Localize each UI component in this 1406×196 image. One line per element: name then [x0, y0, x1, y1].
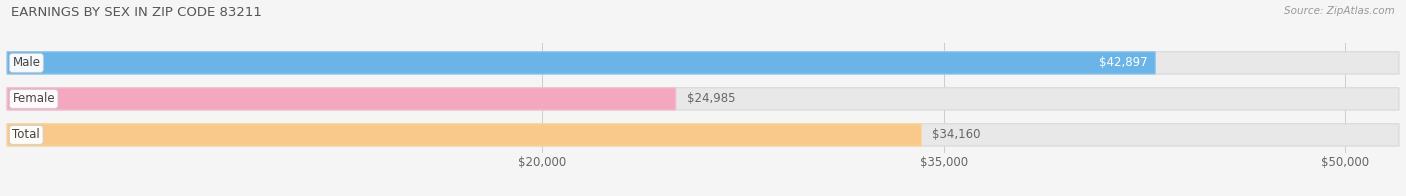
- FancyBboxPatch shape: [7, 124, 1399, 146]
- Text: $24,985: $24,985: [686, 92, 735, 105]
- Text: Total: Total: [13, 128, 41, 141]
- FancyBboxPatch shape: [7, 88, 1399, 110]
- Text: Male: Male: [13, 56, 41, 69]
- Text: EARNINGS BY SEX IN ZIP CODE 83211: EARNINGS BY SEX IN ZIP CODE 83211: [11, 6, 262, 19]
- FancyBboxPatch shape: [7, 88, 676, 110]
- Text: $42,897: $42,897: [1098, 56, 1147, 69]
- Text: $34,160: $34,160: [932, 128, 980, 141]
- Text: Female: Female: [13, 92, 55, 105]
- FancyBboxPatch shape: [7, 52, 1399, 74]
- FancyBboxPatch shape: [7, 124, 921, 146]
- Text: Source: ZipAtlas.com: Source: ZipAtlas.com: [1284, 6, 1395, 16]
- FancyBboxPatch shape: [7, 52, 1156, 74]
